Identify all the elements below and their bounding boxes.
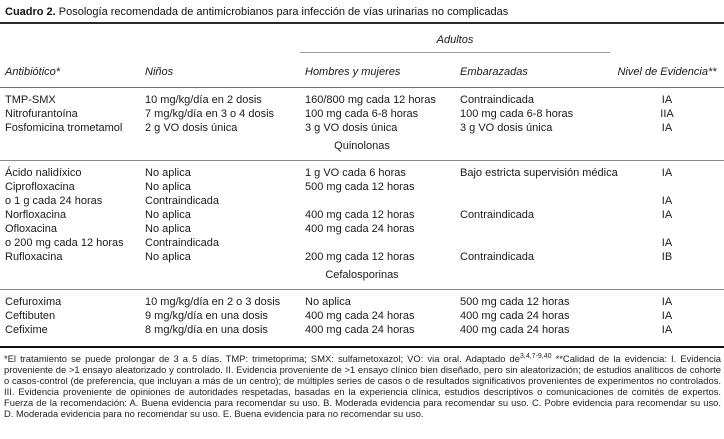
- dose-children: 9 mg/kg/día en una dosis: [145, 310, 268, 322]
- column-header-children: Niños: [145, 66, 174, 78]
- dose-pregnant: Contraindicada: [460, 209, 534, 221]
- dose-men-women: 400 mg cada 24 horas: [305, 310, 415, 322]
- antibiotic-name: TMP-SMX: [5, 94, 56, 106]
- evidence-level: IA: [661, 209, 673, 221]
- dose-men-women: 1 g VO cada 6 horas: [305, 167, 406, 179]
- posology-table: Adultos Antibiótico* Niños Hombres y muj…: [0, 22, 724, 348]
- evidence-level: [610, 180, 724, 194]
- dose-men-women: 400 mg cada 12 horas: [305, 209, 415, 221]
- table-row: Norfloxacina No aplica 400 mg cada 12 hora…: [0, 208, 724, 222]
- table-bottom-spacer: [0, 337, 724, 346]
- table-row: Ofloxacina No aplica 400 mg cada 24 horas: [0, 222, 724, 236]
- dose-children: Contraindicada: [145, 237, 219, 249]
- table-row: o 200 mg cada 12 horas Contraindicada IA: [0, 236, 724, 250]
- evidence-level: IA: [661, 122, 673, 134]
- column-header-men-women: Hombres y mujeres: [305, 66, 401, 78]
- table-row: o 1 g cada 24 horas Contraindicada IA: [0, 194, 724, 208]
- table-caption: Cuadro 2. Posología recomendada de antim…: [0, 0, 724, 22]
- evidence-level: IA: [661, 310, 673, 322]
- dose-men-women: 400 mg cada 24 horas: [305, 324, 415, 336]
- dose-children: Contraindicada: [145, 195, 219, 207]
- section-header-quinolonas: Quinolonas: [0, 135, 724, 161]
- column-group-row: Adultos: [0, 24, 724, 53]
- evidence-level: IA: [661, 94, 673, 106]
- column-header-pregnant: Embarazadas: [460, 66, 528, 78]
- dose-pregnant: Contraindicada: [460, 251, 534, 263]
- antibiotic-name: Norfloxacina: [5, 209, 67, 221]
- dose-men-women: 160/800 mg cada 12 horas: [305, 94, 436, 106]
- table-row: Cefixime 8 mg/kg/día en una dosis 400 mg c…: [0, 323, 724, 337]
- dose-children: No aplica: [145, 251, 191, 263]
- antibiotic-name: Fosfomicina trometamol: [5, 122, 123, 134]
- evidence-level: IB: [661, 251, 673, 263]
- dose-children: No aplica: [145, 209, 191, 221]
- table-row: Fosfomicina trometamol 2 g VO dosis única…: [0, 121, 724, 135]
- dose-pregnant: Bajo estricta supervisión médica: [460, 167, 618, 179]
- table-row: Ceftibuten 9 mg/kg/día en una dosis 400 mg…: [0, 309, 724, 323]
- evidence-level: IA: [661, 237, 673, 249]
- dose-pregnant: 3 g VO dosis única: [460, 122, 553, 134]
- table-body: TMP-SMX 10 mg/kg/día en 2 dosis 160/800 mg…: [0, 88, 724, 337]
- antibiotic-name: Ácido nalidíxico: [5, 167, 82, 179]
- dose-men-women: 500 mg cada 12 horas: [305, 181, 415, 193]
- table-caption-text: Posología recomendada de antimicrobianos…: [55, 6, 509, 18]
- column-header-evidence-level: Nivel de Evidencia**: [617, 66, 717, 78]
- table-row: Rufloxacina No aplica 200 mg cada 12 horas…: [0, 250, 724, 264]
- antibiotic-name: Ciprofloxacina: [5, 181, 75, 193]
- table-caption-label: Cuadro 2.: [5, 6, 56, 18]
- antibiotic-name: o 1 g cada 24 horas: [5, 195, 103, 207]
- dose-pregnant: [455, 194, 610, 208]
- dose-pregnant: 400 mg cada 24 horas: [460, 324, 570, 336]
- dose-pregnant: 500 mg cada 12 horas: [460, 296, 570, 308]
- dose-men-women: 200 mg cada 12 horas: [305, 251, 415, 263]
- evidence-level: IIA: [660, 108, 674, 120]
- dose-children: No aplica: [145, 167, 191, 179]
- dose-children: 10 mg/kg/día en 2 o 3 dosis: [145, 296, 281, 308]
- dose-pregnant: [455, 236, 610, 250]
- dose-men-women: [300, 194, 455, 208]
- column-group-adultos: Adultos: [300, 24, 610, 53]
- antibiotic-name: Cefuroxima: [5, 296, 62, 308]
- footnote-citation-superscript: 3,4,7-9,40: [520, 352, 552, 360]
- table-row: Ciprofloxacina No aplica 500 mg cada 12 ho…: [0, 180, 724, 194]
- table-row: Ácido nalidíxico No aplica 1 g VO cada 6 h…: [0, 166, 724, 180]
- dose-children: No aplica: [145, 223, 191, 235]
- dose-men-women: 100 mg cada 6-8 horas: [305, 108, 419, 120]
- dose-men-women: No aplica: [305, 296, 351, 308]
- dose-pregnant: 400 mg cada 24 horas: [460, 310, 570, 322]
- column-header-row: Antibiótico* Niños Hombres y mujeres Emb…: [0, 53, 724, 88]
- table-row: TMP-SMX 10 mg/kg/día en 2 dosis 160/800 mg…: [0, 93, 724, 107]
- dose-pregnant: 100 mg cada 6-8 horas: [460, 108, 574, 120]
- evidence-level: IA: [661, 167, 673, 179]
- table-row: Nitrofurantoína 7 mg/kg/día en 3 o 4 dosi…: [0, 107, 724, 121]
- footnote: *El tratamiento se puede prolongar de 3 …: [0, 348, 724, 419]
- dose-men-women: 400 mg cada 24 horas: [305, 223, 415, 235]
- footnote-text-start: *El tratamiento se puede prolongar de 3 …: [4, 353, 520, 364]
- dose-children: 2 g VO dosis única: [145, 122, 238, 134]
- dose-children: 7 mg/kg/día en 3 o 4 dosis: [145, 108, 275, 120]
- section-header-cefalosporinas: Cefalosporinas: [0, 264, 724, 290]
- dose-children: 8 mg/kg/día en una dosis: [145, 324, 268, 336]
- evidence-level: IA: [661, 324, 673, 336]
- dose-men-women: [300, 236, 455, 250]
- dose-pregnant: [455, 180, 610, 194]
- dose-pregnant: Contraindicada: [460, 94, 534, 106]
- table-row: Cefuroxima 10 mg/kg/día en 2 o 3 dosis No …: [0, 295, 724, 309]
- antibiotic-name: Rufloxacina: [5, 251, 63, 263]
- antibiotic-name: Nitrofurantoína: [5, 108, 78, 120]
- dose-children: No aplica: [145, 181, 191, 193]
- dose-pregnant: [455, 222, 610, 236]
- antibiotic-name: Ceftibuten: [5, 310, 56, 322]
- antibiotic-name: o 200 mg cada 12 horas: [5, 237, 124, 249]
- footnote-text-end: **Calidad de la evidencia: I. Evidencia …: [4, 353, 721, 419]
- dose-men-women: 3 g VO dosis única: [305, 122, 398, 134]
- antibiotic-name: Ofloxacina: [5, 223, 57, 235]
- evidence-level: IA: [661, 296, 673, 308]
- evidence-level: [610, 222, 724, 236]
- column-header-antibiotic: Antibiótico*: [5, 66, 61, 78]
- dose-children: 10 mg/kg/día en 2 dosis: [145, 94, 262, 106]
- antibiotic-name: Cefixime: [5, 324, 48, 336]
- evidence-level: IA: [661, 195, 673, 207]
